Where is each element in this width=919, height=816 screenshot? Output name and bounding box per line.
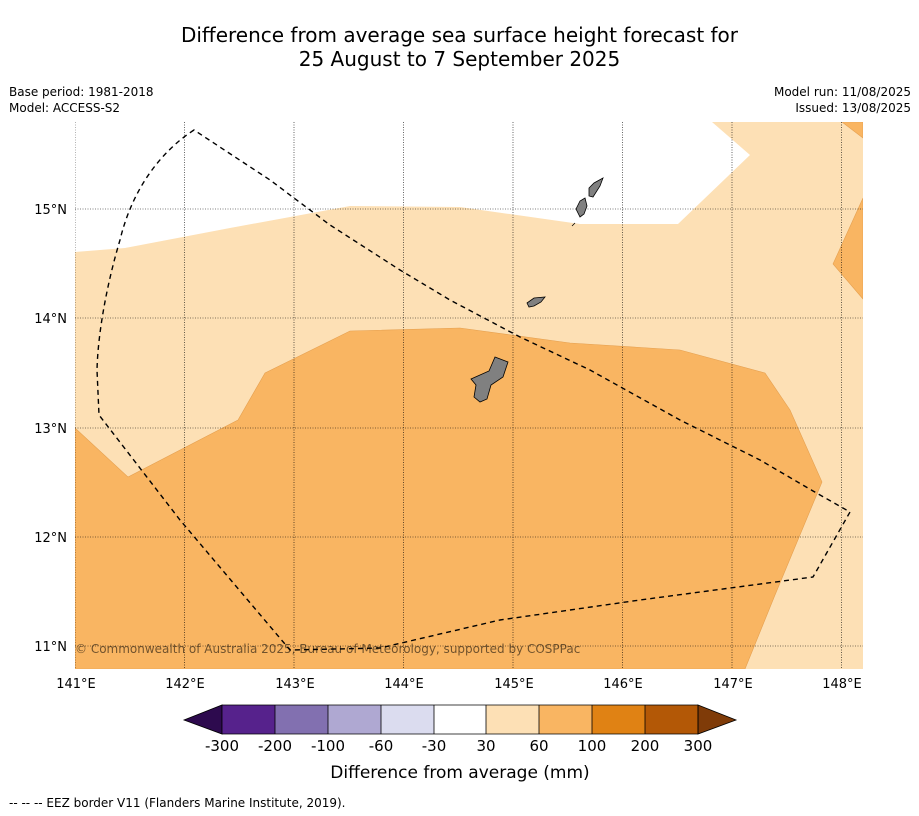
colorbar-tick-label: -60 xyxy=(369,737,394,755)
colorbar-cell xyxy=(381,705,434,734)
colorbar-tick-label: 30 xyxy=(476,737,495,755)
colorbar-cell xyxy=(222,705,275,734)
colorbar-tick-label: -300 xyxy=(205,737,239,755)
colorbar-dividers xyxy=(221,704,699,735)
colorbar: -300 -200 -100 -60 -30 30 60 100 200 300… xyxy=(182,704,738,783)
colorbar-cell xyxy=(434,705,486,734)
aguijan-island xyxy=(571,222,576,227)
colorbar-cell xyxy=(275,705,328,734)
lat-label: 14°N xyxy=(34,312,67,327)
lat-label: 13°N xyxy=(34,422,67,437)
map-title-line-2: 25 August to 7 September 2025 xyxy=(298,47,621,71)
lat-label: 12°N xyxy=(34,531,67,546)
colorbar-cell xyxy=(328,705,381,734)
map-area: © Commonwealth of Australia 2025, Bureau… xyxy=(75,122,863,669)
issued-text: Issued: 13/08/2025 xyxy=(795,101,911,115)
lon-label: 141°E xyxy=(56,677,96,692)
copyright-text: © Commonwealth of Australia 2025, Bureau… xyxy=(75,642,580,656)
lat-labels: 15°N 14°N 13°N 12°N 11°N xyxy=(34,203,67,655)
colorbar-tick-label: -100 xyxy=(311,737,345,755)
lon-label: 147°E xyxy=(713,677,753,692)
colorbar-cell xyxy=(592,705,645,734)
colorbar-tick-labels: -300 -200 -100 -60 -30 30 60 100 200 300 xyxy=(205,737,712,755)
lat-label: 15°N xyxy=(34,203,67,218)
colorbar-extend-max xyxy=(697,704,738,735)
colorbar-cell xyxy=(486,705,539,734)
lon-label: 148°E xyxy=(822,677,862,692)
lon-label: 144°E xyxy=(384,677,424,692)
colorbar-tick-label: 200 xyxy=(631,737,660,755)
tinian-island xyxy=(575,197,588,218)
lon-label: 143°E xyxy=(275,677,315,692)
colorbar-tick-label: -200 xyxy=(258,737,292,755)
shading-60-100-northeast xyxy=(841,122,863,139)
colorbar-title: Difference from average (mm) xyxy=(330,763,589,783)
colorbar-tick-label: 300 xyxy=(684,737,713,755)
map-title-line-1: Difference from average sea surface heig… xyxy=(180,23,739,47)
shading-60-100 xyxy=(75,327,823,669)
lon-label: 146°E xyxy=(603,677,643,692)
lon-label: 145°E xyxy=(494,677,534,692)
colorbar-cell xyxy=(645,705,698,734)
colorbar-tick-label: 100 xyxy=(578,737,607,755)
lat-label: 11°N xyxy=(34,640,67,655)
graticule xyxy=(75,122,863,669)
base-period-text: Base period: 1981-2018 xyxy=(9,85,154,99)
colorbar-tick-label: 60 xyxy=(529,737,548,755)
lon-labels: 141°E 142°E 143°E 144°E 145°E 146°E 147°… xyxy=(56,677,862,692)
shading-60-100-east xyxy=(832,197,863,300)
eez-legend-note: -- -- -- EEZ border V11 (Flanders Marine… xyxy=(9,796,346,810)
colorbar-cell xyxy=(539,705,592,734)
saipan-island xyxy=(588,177,604,198)
lon-label: 142°E xyxy=(165,677,205,692)
meta-left: Base period: 1981-2018 Model: ACCESS-S2 xyxy=(9,84,154,116)
meta-right: Model run: 11/08/2025 Issued: 13/08/2025 xyxy=(774,84,911,116)
guam-island xyxy=(470,356,509,403)
model-run-text: Model run: 11/08/2025 xyxy=(773,85,911,99)
model-text: Model: ACCESS-S2 xyxy=(9,101,121,115)
eez-border xyxy=(96,129,851,651)
colorbar-extend-min xyxy=(182,704,223,735)
colorbar-tick-label: -30 xyxy=(422,737,447,755)
land xyxy=(470,177,604,403)
rota-island xyxy=(526,296,546,308)
shading-minus30-30 xyxy=(75,122,750,252)
